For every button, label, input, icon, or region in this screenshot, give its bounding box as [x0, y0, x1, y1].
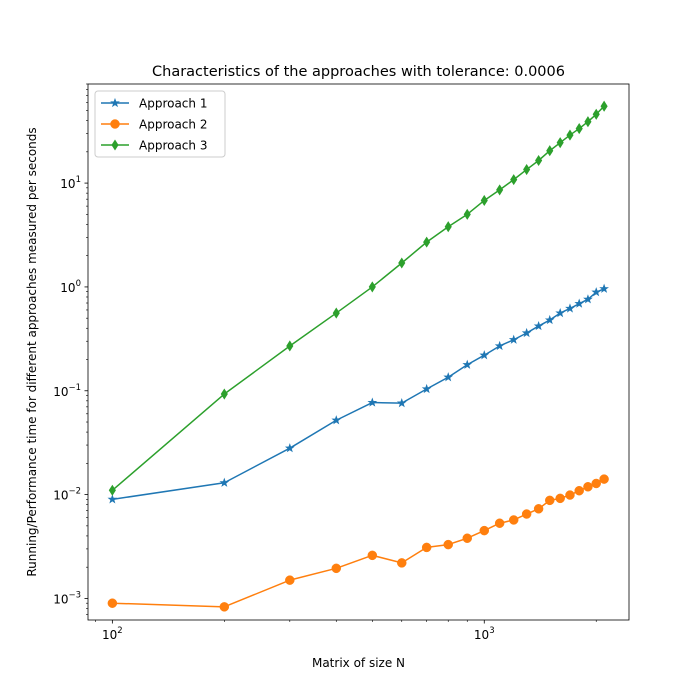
- data-point: [397, 558, 407, 568]
- legend-item: Approach 2: [101, 118, 207, 132]
- data-point: [591, 287, 602, 297]
- tick-label: 103: [474, 626, 495, 642]
- data-point: [462, 359, 473, 369]
- data-point: [555, 493, 565, 504]
- chart-title: Characteristics of the approaches with t…: [152, 64, 565, 80]
- tick-label: 10−3: [53, 590, 81, 606]
- data-point: [574, 485, 584, 496]
- data-point: [107, 598, 118, 608]
- data-point: [443, 372, 454, 382]
- data-point: [480, 194, 488, 207]
- data-point: [443, 539, 453, 550]
- data-point: [555, 307, 566, 318]
- data-point: [462, 533, 472, 543]
- data-point: [284, 443, 295, 453]
- data-point: [421, 542, 432, 553]
- data-point: [219, 602, 230, 612]
- data-point: [331, 563, 342, 574]
- y-axis-label: Running/Performance time for different a…: [25, 127, 39, 576]
- data-point: [367, 397, 378, 407]
- data-point: [286, 340, 294, 352]
- data-point: [545, 495, 555, 506]
- data-point: [368, 281, 376, 293]
- data-point: [523, 163, 531, 176]
- data-point: [592, 108, 600, 120]
- series-1: [107, 283, 609, 504]
- data-point: [479, 350, 490, 360]
- data-point: [332, 307, 340, 319]
- legend-item: Approach 1: [101, 97, 207, 111]
- x-axis-label: Matrix of size N: [312, 656, 405, 670]
- data-point: [533, 504, 544, 514]
- series-3: [108, 100, 608, 496]
- legend: Approach 1 Approach 2 Approach 3: [94, 90, 226, 158]
- tick-label: 100: [60, 279, 81, 295]
- series-2: [107, 474, 609, 612]
- data-point: [583, 294, 593, 304]
- y-axis: 10−3 10−2 10−1 100 101: [53, 83, 88, 615]
- data-point: [565, 303, 575, 313]
- data-point: [574, 298, 585, 308]
- data-point: [463, 208, 471, 220]
- data-point: [108, 484, 116, 496]
- data-point: [496, 184, 504, 196]
- data-point: [421, 383, 432, 394]
- legend-label: Approach 3: [139, 139, 207, 153]
- data-point: [599, 283, 609, 293]
- data-point: [494, 340, 505, 351]
- legend-marker: [110, 119, 120, 129]
- legend-label: Approach 2: [139, 118, 207, 132]
- data-point: [508, 334, 519, 344]
- data-point: [423, 236, 431, 248]
- data-point: [479, 525, 490, 536]
- data-point: [510, 174, 518, 186]
- axes-frame: [87, 83, 630, 621]
- data-point: [535, 154, 543, 167]
- data-point: [546, 145, 554, 157]
- tick-label: 10−1: [53, 383, 81, 399]
- data-point: [107, 494, 118, 504]
- legend-item: Approach 3: [101, 139, 207, 153]
- data-point: [331, 415, 342, 425]
- data-point: [575, 123, 583, 135]
- data-point: [583, 482, 593, 492]
- data-point: [220, 388, 228, 400]
- data-point: [398, 257, 406, 269]
- data-point: [285, 575, 295, 585]
- data-point: [600, 100, 608, 112]
- data-point: [219, 477, 230, 487]
- data-point: [565, 490, 575, 500]
- tick-label: 10−2: [53, 487, 81, 503]
- data-point: [508, 515, 519, 525]
- data-point: [584, 116, 592, 128]
- data-point: [533, 320, 544, 331]
- data-point: [396, 398, 407, 408]
- data-point: [591, 478, 601, 489]
- data-point: [521, 509, 532, 519]
- data-point: [599, 474, 609, 484]
- data-point: [494, 518, 505, 528]
- legend-box: [94, 90, 226, 158]
- data-point: [367, 550, 378, 561]
- legend-label: Approach 1: [139, 97, 207, 111]
- data-point: [566, 129, 574, 141]
- legend-marker: [110, 97, 120, 108]
- legend-marker: [111, 139, 119, 151]
- data-point: [556, 137, 564, 149]
- data-point: [444, 221, 452, 233]
- tick-label: 102: [102, 626, 123, 642]
- x-axis: 102 103: [95, 620, 597, 642]
- tick-label: 101: [60, 175, 81, 191]
- plot-content: [107, 100, 609, 612]
- data-point: [521, 327, 532, 338]
- data-point: [544, 314, 555, 325]
